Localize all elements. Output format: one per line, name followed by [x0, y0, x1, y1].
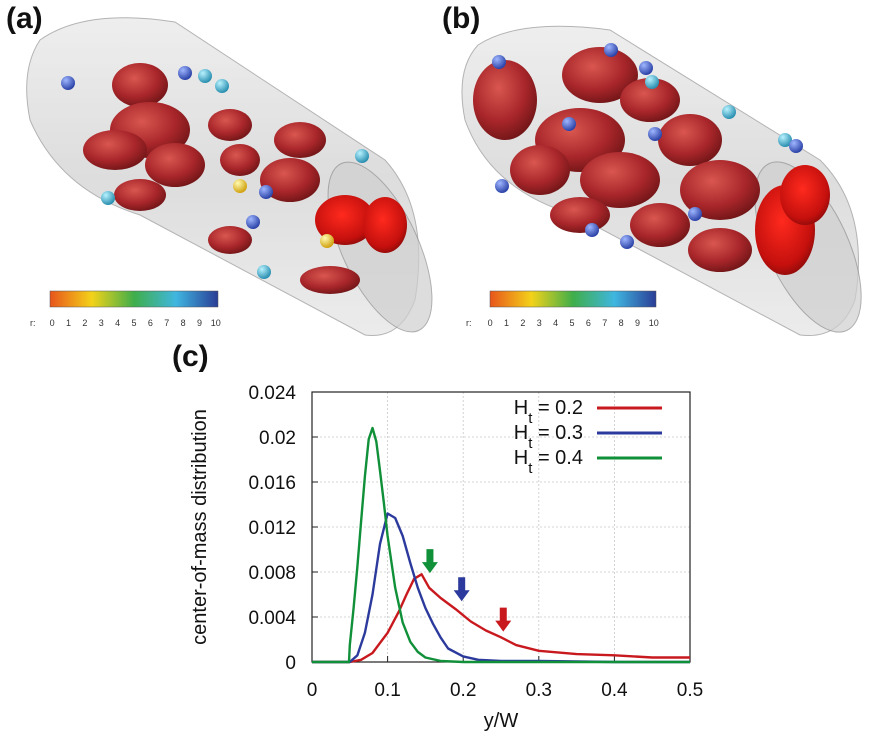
y-tick-label: 0.004: [248, 608, 296, 629]
colorbar-tick: 7: [164, 318, 169, 328]
red-blood-cells-b: [473, 47, 830, 275]
colorbar-tick: 0: [50, 318, 55, 328]
colorbar-tick: 10: [211, 318, 221, 328]
x-tick-label: 0.3: [526, 680, 552, 701]
colorbar-tick: 4: [115, 318, 120, 328]
colorbar-tick: 0: [488, 318, 493, 328]
colorbar-tick: 9: [635, 318, 640, 328]
panel-b-label: (b): [442, 2, 481, 35]
particles-b: [492, 43, 803, 249]
legend-label: Ht = 0.4: [514, 447, 583, 477]
colorbar-b-ticks: 0 1 2 3 4 5 6 7 8 9 10: [488, 318, 659, 328]
arrow-head: [453, 590, 470, 602]
colorbar-tick: 8: [619, 318, 624, 328]
series-line: [312, 426, 690, 664]
panel-c-label: (c): [172, 340, 209, 373]
colorbar-tick: 9: [197, 318, 202, 328]
colorbar-tick: 3: [99, 318, 104, 328]
colorbar-tick: 2: [520, 318, 525, 328]
legend-label: Ht = 0.2: [514, 397, 583, 427]
colorbar-b-prefix: r:: [466, 318, 472, 328]
panel-a-label: (a): [6, 2, 43, 35]
series-line: [312, 512, 690, 664]
colorbar-tick: 6: [148, 318, 153, 328]
x-axis-label: y/W: [484, 710, 519, 732]
x-tick-label: 0.4: [601, 680, 628, 701]
arrow-head: [495, 620, 512, 632]
colorbar-tick: 1: [504, 318, 509, 328]
chart-legend: Ht = 0.2Ht = 0.3Ht = 0.4: [514, 397, 662, 477]
colorbar-tick: 5: [569, 318, 574, 328]
colorbar-tick: 3: [537, 318, 542, 328]
colorbar-b: r: 0 1 2 3 4 5 6 7 8 9 10: [466, 290, 659, 328]
colorbar-tick: 10: [649, 318, 659, 328]
colorbar-a: r: 0 1 2 3 4 5 6 7 8 9 10: [30, 290, 221, 328]
particles-a: [61, 66, 369, 279]
y-tick-label: 0: [285, 653, 296, 674]
x-tick-label: 0: [307, 680, 318, 701]
colorbar-tick: 7: [602, 318, 607, 328]
x-tick-label: 0.2: [450, 680, 476, 701]
x-tick-label: 0.1: [374, 680, 400, 701]
colorbar-tick: 4: [553, 318, 558, 328]
colorbar-tick: 2: [82, 318, 87, 328]
y-tick-label: 0.016: [248, 473, 296, 494]
x-axis-ticks: 0 0.1 0.2 0.3 0.4 0.5: [307, 656, 703, 701]
colorbar-tick: 6: [586, 318, 591, 328]
panel-b-render: r: 0 1 2 3 4 5 6 7 8 9 10: [461, 25, 862, 337]
panel-a-render: r: 0 1 2 3 4 5 6 7 8 9 10: [26, 17, 433, 337]
red-blood-cells-a: [83, 63, 407, 294]
y-tick-label: 0.008: [248, 563, 296, 584]
series-lines: [312, 426, 690, 664]
colorbar-a-prefix: r:: [30, 318, 36, 328]
arrow-head: [421, 562, 438, 574]
y-axis-label: center-of-mass distribution: [189, 409, 211, 645]
y-tick-label: 0.012: [248, 518, 296, 539]
colorbar-tick: 1: [66, 318, 71, 328]
colorbar-tick: 8: [181, 318, 186, 328]
chart-c: 0 0.1 0.2 0.3 0.4 0.5 0 0.004 0.008 0.012 0.016 0.…: [189, 383, 703, 732]
y-tick-label: 0.02: [259, 428, 296, 449]
mean-arrows: [421, 549, 512, 632]
arrow-shaft: [426, 549, 434, 564]
y-tick-label: 0.024: [248, 383, 296, 404]
colorbar-tick: 5: [131, 318, 136, 328]
y-axis-ticks: 0 0.004 0.008 0.012 0.016 0.02 0.024: [248, 383, 318, 674]
arrow-shaft: [458, 577, 466, 592]
arrow-shaft: [499, 607, 507, 622]
legend-label: Ht = 0.3: [514, 422, 583, 452]
colorbar-a-ticks: 0 1 2 3 4 5 6 7 8 9 10: [50, 318, 221, 328]
series-line: [312, 573, 690, 664]
x-tick-label: 0.5: [677, 680, 703, 701]
